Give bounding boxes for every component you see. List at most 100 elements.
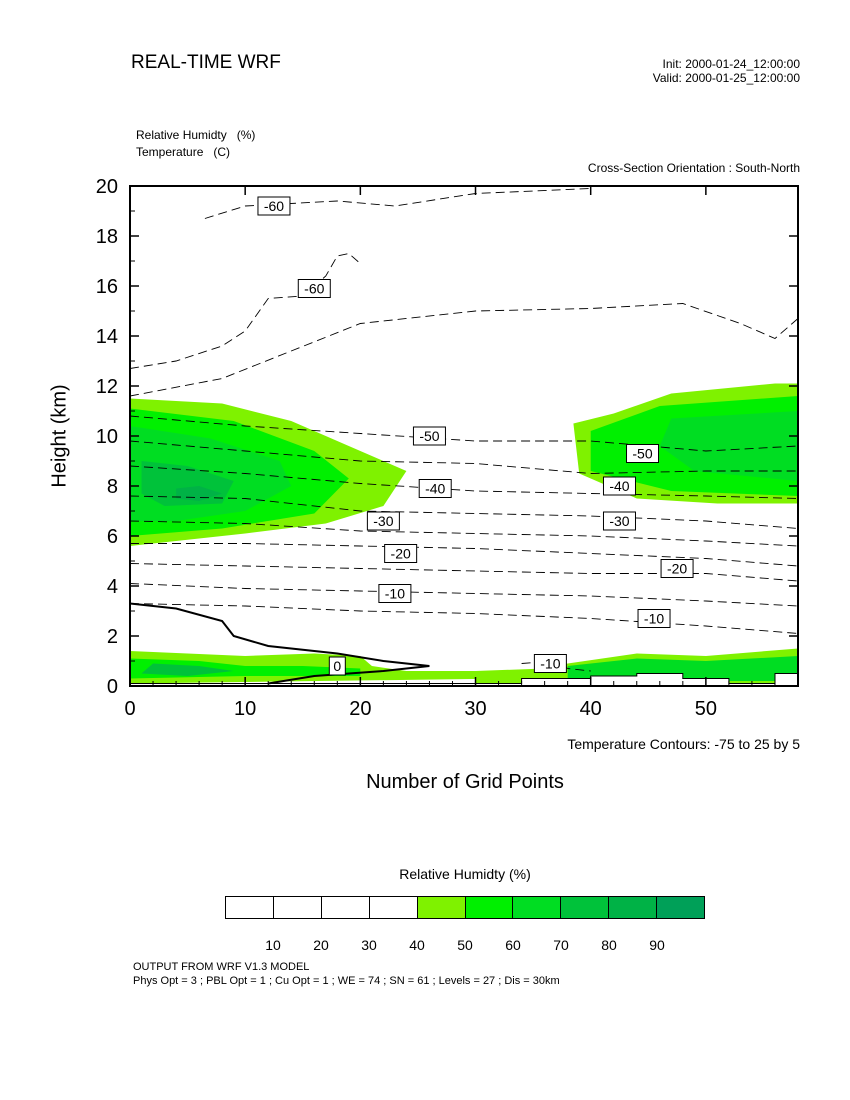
contour-note: Temperature Contours: -75 to 25 by 5 [567, 736, 800, 752]
contour-label-8: -20 [384, 544, 418, 563]
y-tick-label: 18 [96, 226, 118, 248]
colorbar-cell-7 [561, 897, 610, 918]
contour-label-box [328, 656, 346, 676]
y-tick-label: 20 [96, 176, 118, 198]
contour-label-box [297, 279, 331, 298]
contour-label-text: -50 [632, 446, 652, 462]
contour-label-11: -10 [637, 609, 671, 628]
x-axis-label: Number of Grid Points [366, 771, 564, 793]
colorbar-cell-6 [513, 897, 562, 918]
colorbar-label: 40 [409, 937, 425, 953]
contour-label-12: -10 [533, 654, 567, 673]
contour-label-text: -20 [391, 546, 411, 562]
contour-label-box [626, 444, 660, 463]
contour-label-box [412, 426, 446, 446]
x-tick-label: 40 [580, 698, 602, 720]
contour-label-text: -10 [644, 611, 664, 627]
field-label-temperature: Temperature (C) [136, 145, 231, 159]
colorbar-label: 80 [601, 937, 617, 953]
temperature-contour-13 [130, 602, 430, 685]
temperature-contour-5 [130, 465, 798, 499]
colorbar-label: 30 [361, 937, 377, 953]
contour-label-5: -40 [602, 476, 636, 496]
y-tick-label: 12 [96, 376, 118, 398]
y-axis-label: Height (km) [48, 384, 71, 488]
x-tick-label: 20 [349, 698, 371, 720]
rh-region-7 [659, 411, 798, 481]
temperature-contour-7 [130, 520, 798, 547]
colorbar-label: 10 [265, 937, 281, 953]
contour-label-2: -50 [412, 426, 446, 446]
temperature-contour-layer [130, 188, 798, 685]
terrain-mask [130, 673, 798, 686]
colorbar-title: Relative Humidty (%) [399, 866, 531, 882]
y-tick-label: 2 [107, 626, 118, 648]
contour-label-box [533, 654, 567, 673]
contour-label-6: -30 [366, 511, 400, 531]
valid-time: Valid: 2000-01-25_12:00:00 [652, 71, 800, 85]
init-time: Init: 2000-01-24_12:00:00 [662, 57, 800, 71]
rh-region-10 [141, 663, 234, 676]
footer-model: OUTPUT FROM WRF V1.3 MODEL [133, 961, 310, 973]
y-tick-label: 4 [107, 576, 118, 598]
contour-label-text: -10 [385, 586, 405, 602]
rh-region-12 [567, 656, 798, 681]
contour-label-0: -60 [257, 196, 291, 216]
temperature-contour-8 [130, 543, 798, 567]
contour-label-text: -40 [609, 478, 629, 494]
field-label-rh: Relative Humidty (%) [136, 128, 256, 142]
contour-label-text: -50 [419, 428, 439, 444]
axis-layer: 0 10 20 30 40 50 0 2 4 6 8 10 12 14 16 18 20 [96, 176, 799, 720]
page-title: REAL-TIME WRF [131, 52, 281, 73]
colorbar-cell-5 [465, 897, 514, 918]
contour-label-3: -50 [626, 444, 660, 463]
rh-shading-layer [130, 383, 798, 684]
temperature-contour-3 [130, 415, 798, 452]
temperature-contour-9 [130, 563, 798, 582]
contour-label-7: -30 [602, 511, 636, 531]
colorbar-label: 70 [553, 937, 569, 953]
y-tick-label: 0 [107, 676, 118, 698]
colorbar-cell-2 [321, 897, 370, 918]
temperature-contour-6 [130, 495, 798, 529]
y-tick-label: 14 [96, 326, 118, 348]
contour-label-text: -30 [609, 513, 629, 529]
contour-label-box [418, 479, 452, 498]
cross-section-orientation: Cross-Section Orientation : South-North [587, 161, 800, 175]
y-tick-label: 8 [107, 476, 118, 498]
x-tick-label: 10 [234, 698, 256, 720]
temperature-contour-10 [130, 583, 798, 607]
y-tick-label: 10 [96, 426, 118, 448]
contour-label-text: -10 [540, 656, 560, 672]
contour-label-text: -20 [667, 561, 687, 577]
x-tick-label: 50 [695, 698, 717, 720]
temperature-contour-0 [204, 188, 591, 219]
contour-label-layer: -60-60-50-50-40 -40-30 -30-20-20-10-10-100 [257, 196, 694, 676]
temperature-contour-11 [130, 603, 798, 634]
contour-label-box [257, 196, 291, 216]
contour-label-13: 0 [328, 656, 346, 676]
temperature-contour-2 [130, 303, 798, 397]
temperature-contour-4 [130, 440, 798, 474]
x-tick-label: 0 [124, 698, 135, 720]
colorbar-cell-1 [273, 897, 322, 918]
contour-label-text: -30 [373, 513, 393, 529]
colorbar-label: 20 [313, 937, 329, 953]
y-tick-label: 6 [107, 526, 118, 548]
terrain-layer [130, 673, 798, 686]
contour-label-1: -60 [297, 279, 331, 298]
contour-label-box [660, 559, 694, 578]
contour-label-text: -60 [264, 198, 284, 214]
colorbar-cell-4 [417, 897, 466, 918]
contour-label-box [366, 511, 400, 531]
contour-label-9: -20 [660, 559, 694, 578]
contour-label-text: -40 [425, 481, 445, 497]
contour-label-box [602, 511, 636, 531]
y-tick-label: 16 [96, 276, 118, 298]
colorbar-cell-9 [657, 897, 705, 918]
contour-label-4: -40 [418, 479, 452, 498]
contour-label-10: -10 [378, 584, 412, 603]
colorbar-label: 50 [457, 937, 473, 953]
colorbar-cell-0 [226, 897, 274, 918]
